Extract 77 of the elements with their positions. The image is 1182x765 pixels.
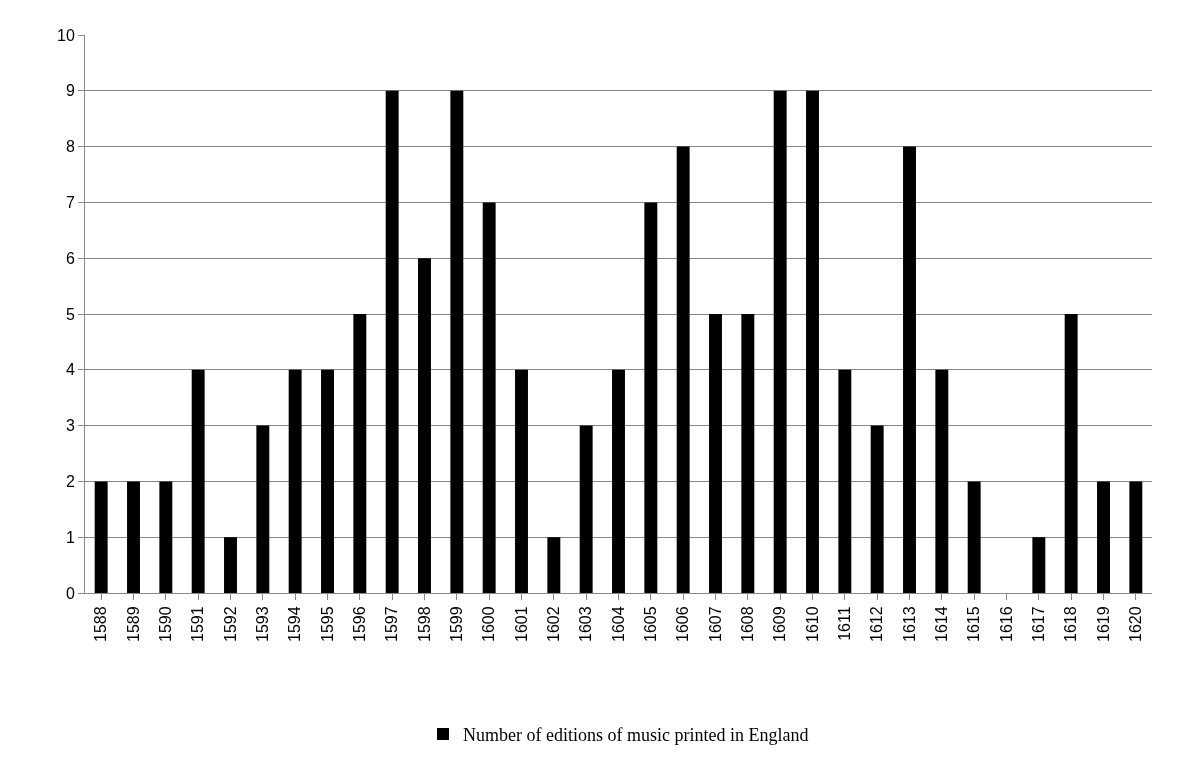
x-tick-label: 1617: [1030, 606, 1048, 642]
x-tick-label: 1589: [124, 606, 142, 642]
legend-label: Number of editions of music printed in England: [463, 724, 809, 745]
y-tick-label: 6: [65, 249, 75, 267]
x-tick-label: 1599: [448, 606, 466, 642]
x-tick-label: 1612: [868, 606, 886, 642]
bar: [288, 369, 302, 593]
y-tick-label: 3: [65, 417, 75, 435]
bar: [579, 425, 593, 593]
x-tick-label: 1594: [286, 606, 304, 642]
y-tick-label: 1: [65, 528, 75, 546]
x-tick-label: 1603: [577, 606, 595, 642]
bar: [547, 537, 561, 593]
bar: [450, 90, 464, 593]
bar: [418, 258, 431, 593]
x-tick-label: 1596: [351, 606, 369, 642]
x-tick-label: 1604: [609, 606, 627, 642]
bar: [159, 481, 173, 593]
x-tick-label: 1609: [771, 606, 789, 642]
x-tick-label: 1610: [803, 606, 821, 642]
bar: [127, 481, 140, 593]
bar: [482, 202, 496, 593]
bar: [256, 425, 270, 593]
bar: [741, 314, 755, 593]
y-tick-label: 5: [65, 305, 75, 323]
x-tick-label: 1615: [965, 606, 983, 642]
x-tick-label: 1600: [480, 606, 498, 642]
x-tick-label: 1620: [1127, 606, 1145, 642]
bar: [644, 202, 658, 593]
x-tick-label: 1602: [545, 606, 563, 642]
x-tick-label: 1618: [1062, 606, 1080, 642]
bar: [385, 90, 399, 593]
x-tick-label: 1607: [706, 606, 724, 642]
x-tick-label: 1591: [189, 606, 207, 642]
x-tick-label: 1616: [997, 606, 1015, 642]
bar: [191, 369, 205, 593]
x-tick-label: 1613: [900, 606, 918, 642]
bar: [935, 369, 949, 593]
bar: [353, 314, 367, 593]
bar: [773, 90, 787, 593]
y-tick-label: 2: [65, 473, 75, 490]
x-tick-label: 1595: [318, 606, 336, 642]
bar: [1097, 481, 1110, 593]
bar: [709, 314, 722, 593]
bar: [676, 146, 690, 593]
bar: [612, 369, 625, 593]
y-tick-label: 8: [65, 138, 75, 156]
bar: [870, 425, 884, 593]
bar: [515, 369, 528, 593]
x-tick-label: 1619: [1094, 606, 1112, 642]
y-tick-label: 4: [65, 361, 75, 379]
x-tick-label: 1608: [739, 606, 757, 642]
bar: [903, 146, 916, 593]
y-tick-label: 0: [65, 584, 75, 602]
bar: [94, 481, 108, 593]
x-tick-label: 1592: [221, 606, 239, 642]
bar: [967, 481, 981, 593]
bar: [1129, 481, 1143, 593]
x-tick-label: 1611: [836, 606, 854, 641]
x-tick-label: 1598: [415, 606, 433, 642]
x-tick-label: 1605: [642, 606, 660, 642]
y-tick-label: 10: [57, 26, 75, 44]
x-tick-label: 1593: [254, 606, 272, 642]
x-tick-label: 1588: [92, 606, 110, 642]
x-tick-label: 1601: [512, 606, 530, 642]
y-tick-label: 9: [65, 82, 75, 100]
x-tick-label: 1614: [933, 606, 951, 642]
y-tick-label: 7: [65, 194, 75, 211]
bar: [806, 90, 819, 593]
bar: [1032, 537, 1046, 593]
bar: [321, 369, 334, 593]
x-tick-label: 1597: [383, 606, 401, 642]
bar: [1064, 314, 1078, 593]
x-tick-label: 1590: [157, 606, 175, 642]
bar: [224, 537, 237, 593]
bar: [838, 369, 852, 593]
x-tick-label: 1606: [674, 606, 692, 642]
